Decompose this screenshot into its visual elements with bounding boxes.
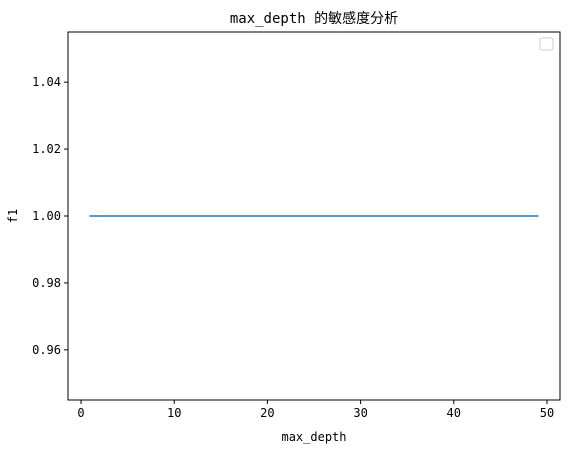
x-tick-label: 10 — [167, 406, 181, 420]
y-tick-label: 0.98 — [32, 276, 61, 290]
x-tick-label: 40 — [447, 406, 461, 420]
x-tick-label: 20 — [260, 406, 274, 420]
chart-title: max_depth 的敏感度分析 — [230, 10, 398, 27]
axes-frame — [67, 31, 561, 401]
legend-box — [539, 37, 554, 51]
ticks-layer: 0 10 20 30 40 50 0.96 0.98 1.00 1.02 1.04 — [32, 75, 554, 420]
y-tick-label: 1.00 — [32, 209, 61, 223]
x-axis-label: max_depth — [281, 430, 346, 444]
x-tick-label: 0 — [77, 406, 84, 420]
x-tick-label: 30 — [353, 406, 367, 420]
y-tick-label: 1.04 — [32, 75, 61, 89]
x-tick-label: 50 — [540, 406, 554, 420]
y-axis-label: f1 — [6, 209, 20, 223]
y-tick-label: 1.02 — [32, 142, 61, 156]
y-tick-label: 0.96 — [32, 343, 61, 357]
